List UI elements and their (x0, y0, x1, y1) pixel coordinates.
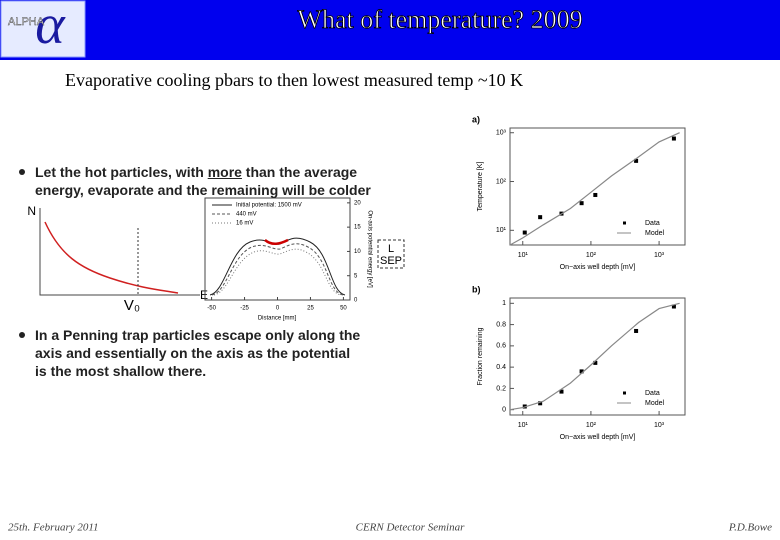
data-point (634, 158, 639, 163)
y-axis-label: Fraction remaining (477, 327, 484, 385)
y-tick-label: 10 (354, 249, 361, 255)
x-tick-label: -50 (207, 306, 216, 312)
data-point (671, 304, 676, 309)
x-tick-label: 10¹ (518, 422, 529, 429)
legend-label: 440 mV (236, 212, 257, 218)
logo-text: ALPHA (8, 16, 45, 28)
bullet-text: Let the hot particles, with (35, 164, 208, 180)
y-tick-label: 0.8 (496, 321, 506, 328)
legend-label: Model (645, 230, 665, 237)
x-tick-label: 10³ (654, 252, 665, 259)
distribution-curve (44, 221, 179, 294)
data-point (579, 369, 584, 374)
x-tick-label: 25 (307, 306, 314, 312)
data-point (538, 401, 543, 406)
data-point (671, 136, 676, 141)
sep-box (377, 239, 405, 269)
x-tick-label: -25 (240, 306, 249, 312)
x-axis-label: Distance [mm] (258, 316, 297, 322)
x-tick-label: 0 (276, 306, 280, 312)
slide-title: What of temperature? 2009 (297, 5, 582, 34)
emphasis: more (207, 164, 242, 180)
y-axis-label: Temperature [K] (477, 162, 484, 212)
sep-label: L (388, 243, 394, 255)
header-bar (0, 0, 780, 60)
potential-curve (213, 248, 342, 296)
data-point (593, 360, 598, 365)
n-label: N (27, 204, 36, 218)
data-point (522, 230, 527, 235)
subtitle: Evaporative cooling pbars to then lowest… (65, 70, 523, 90)
x-tick-label: 10² (586, 252, 597, 259)
legend-label: Data (645, 390, 660, 397)
y-tick-label: 1 (502, 300, 506, 307)
x-tick-label: 50 (340, 306, 347, 312)
potential-curve (211, 243, 344, 296)
sep-label: SEP (380, 255, 402, 267)
plot-frame (509, 297, 686, 416)
data-point (579, 201, 584, 206)
y-tick-label: 20 (354, 200, 361, 206)
bullet-text: than the average energy, evaporate and t… (35, 164, 371, 198)
y-tick-label: 0.6 (496, 343, 506, 350)
y-tick-label: 15 (354, 225, 361, 231)
logo-symbol: α (35, 0, 66, 56)
x-tick-label: 10³ (654, 422, 665, 429)
y-axis-label: On-axis potential energy [eV] (366, 210, 372, 288)
data-point (538, 215, 543, 220)
data-point (634, 328, 639, 333)
legend-label: Data (645, 220, 660, 227)
y-tick-label: 0 (354, 298, 358, 304)
e-label: E (200, 288, 208, 302)
panel-label: b) (472, 284, 481, 294)
footer-date: 25th. February 2011 (8, 522, 99, 534)
bullet: In a Penning trap particles escape only … (19, 326, 365, 380)
plot-frame (509, 127, 686, 246)
y-tick-label: 10² (496, 178, 507, 185)
logo-box (0, 0, 86, 58)
y-tick-label: 0 (502, 407, 506, 414)
y-tick-label: 0.2 (496, 385, 506, 392)
x-tick-label: 10¹ (518, 252, 529, 259)
footer-event: CERN Detector Seminar (356, 522, 465, 534)
y-tick-label: 5 (354, 273, 358, 279)
sketch-axes (39, 208, 200, 296)
legend-label: Initial potential: 1500 mV (236, 203, 302, 209)
x-tick-label: 10² (586, 422, 597, 429)
legend-marker (623, 391, 626, 395)
data-point (593, 192, 598, 197)
x-axis-label: On−axis well depth [mV] (560, 264, 636, 271)
legend-label: 16 mV (236, 221, 253, 227)
y-tick-label: 10¹ (496, 227, 507, 234)
distribution-sketch (39, 208, 200, 296)
bullet: Let the hot particles, with more than th… (19, 163, 375, 199)
threshold-label: V₀ (124, 297, 140, 314)
y-tick-label: 0.4 (496, 364, 506, 371)
escaping-region (264, 238, 289, 245)
footer-author: P.D.Bowe (728, 522, 772, 534)
x-axis-label: On−axis well depth [mV] (560, 434, 636, 441)
y-tick-label: 10³ (496, 130, 507, 137)
panel-label: a) (472, 114, 480, 124)
legend-marker (623, 221, 626, 225)
bullet-text: In a Penning trap particles escape only … (35, 327, 361, 379)
model-line (509, 132, 680, 246)
data-point (559, 389, 564, 394)
potential-frame (204, 197, 351, 301)
model-line (509, 302, 680, 411)
legend-label: Model (645, 400, 665, 407)
